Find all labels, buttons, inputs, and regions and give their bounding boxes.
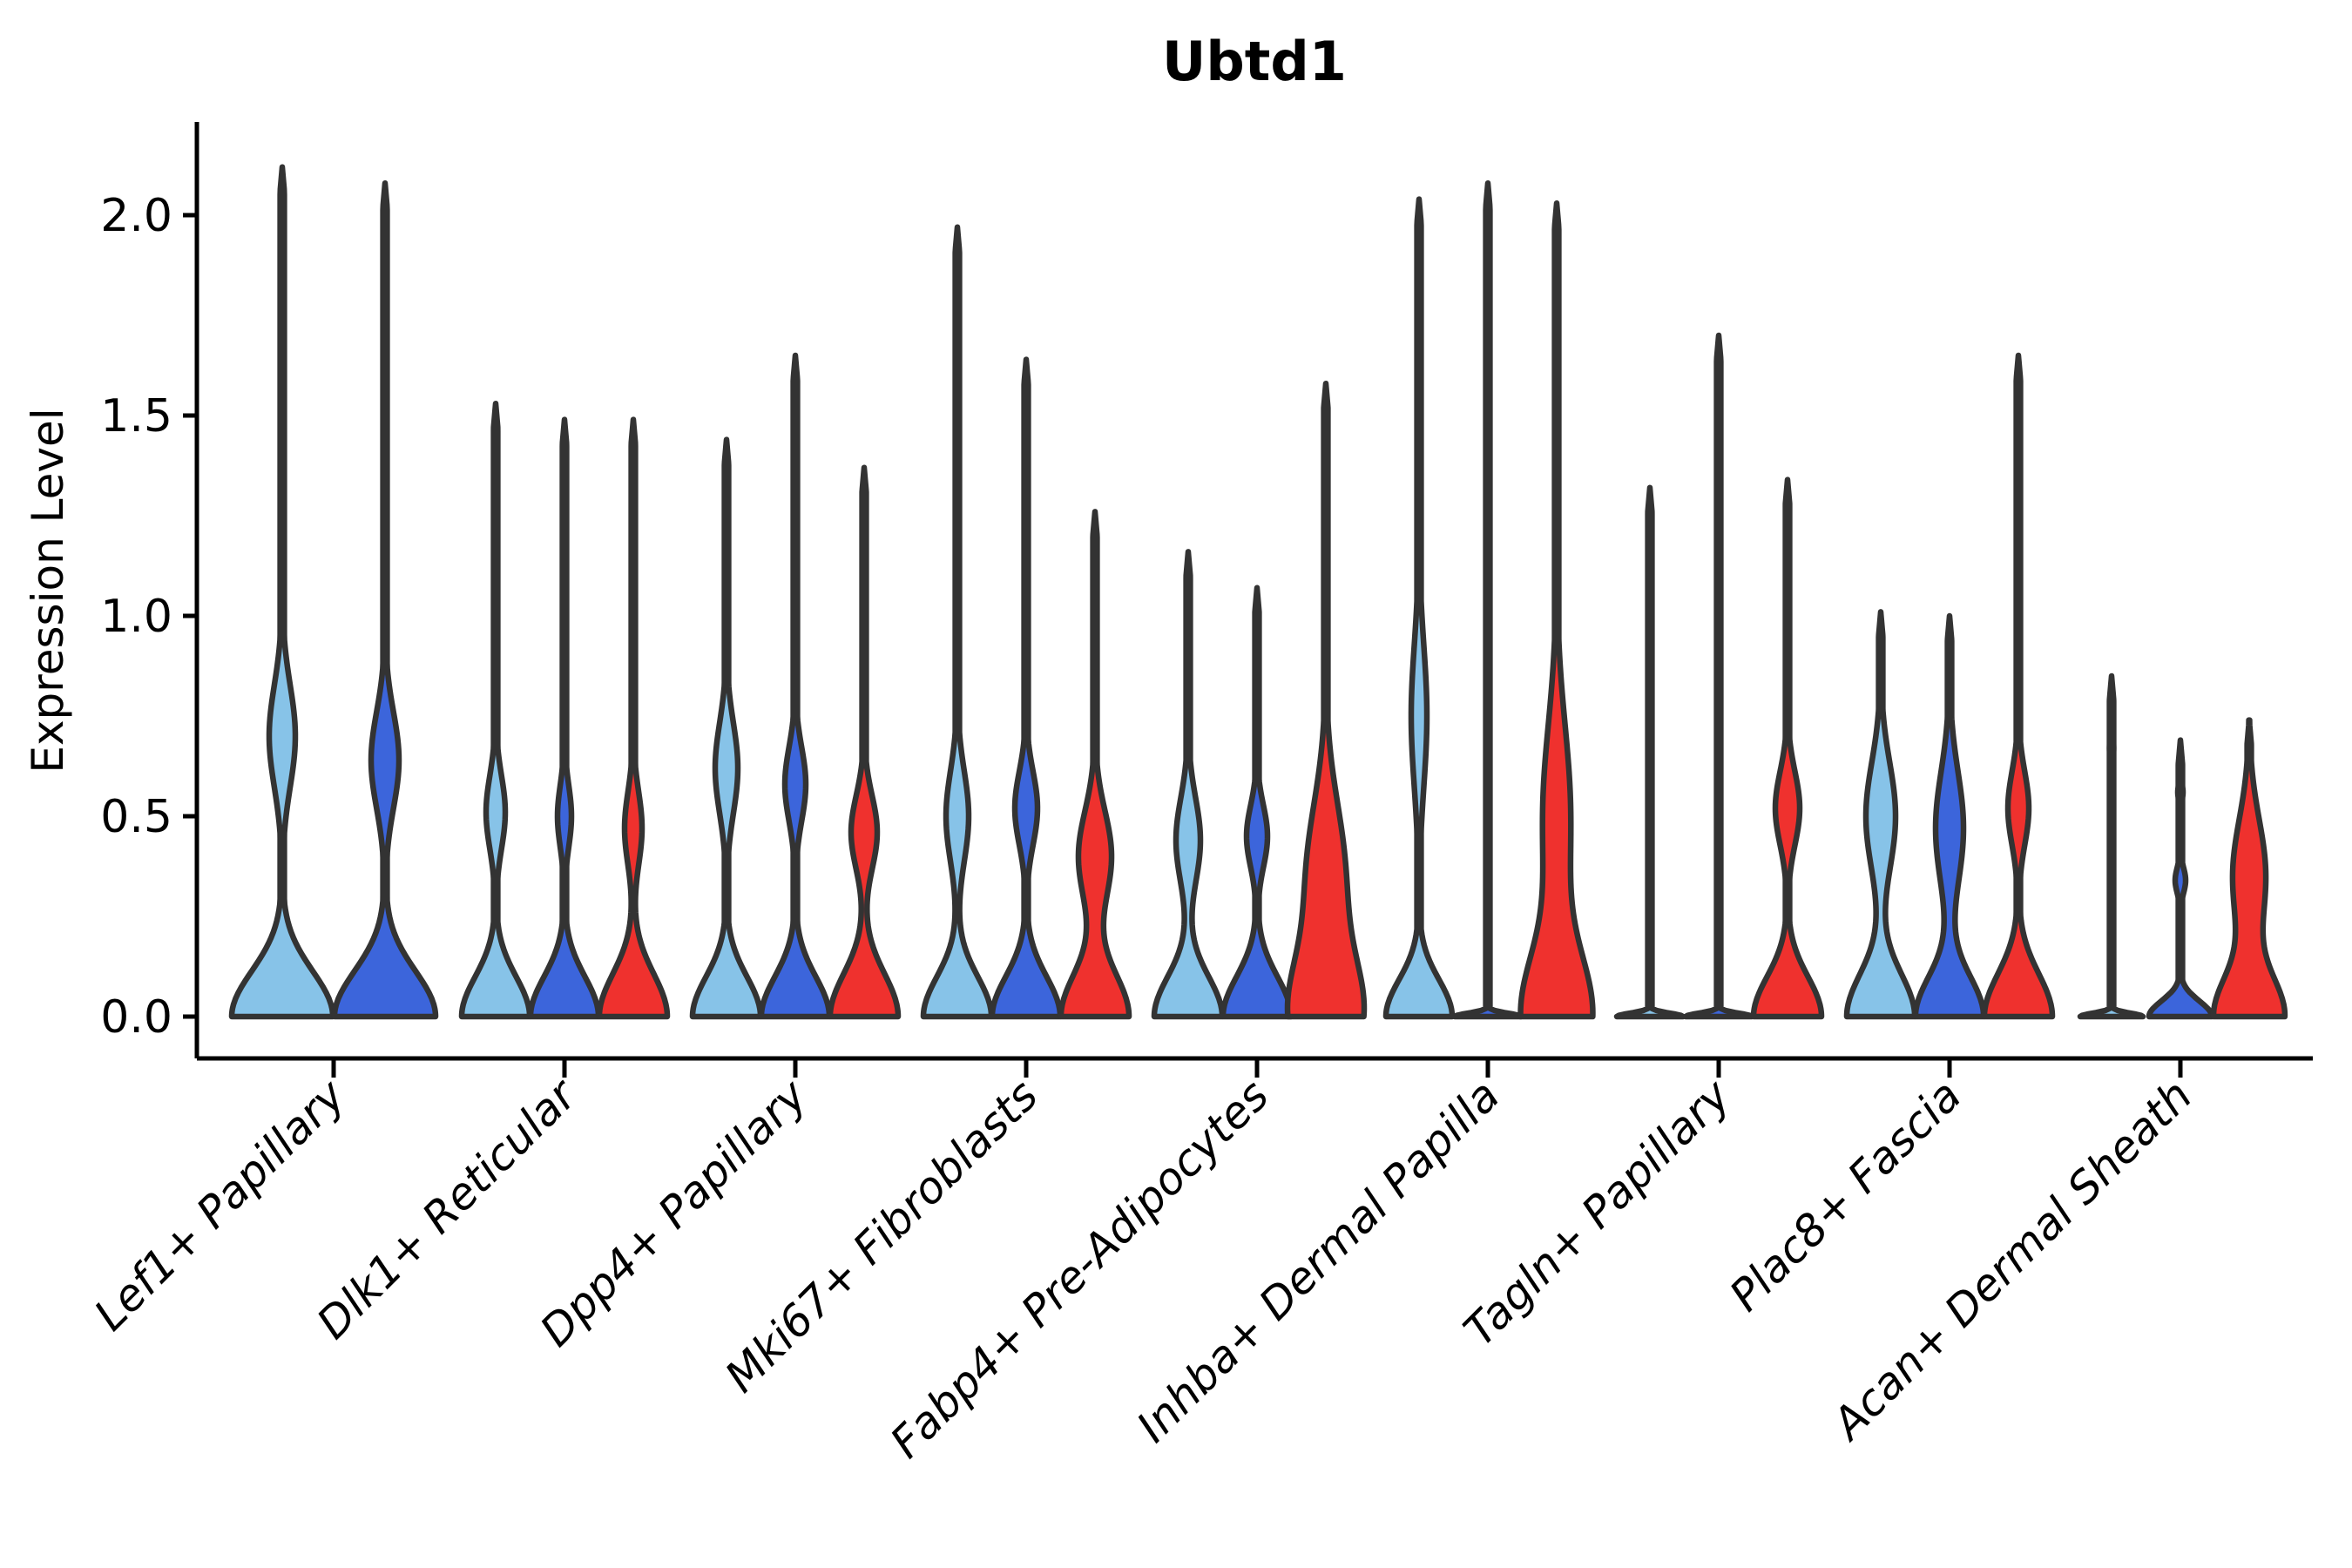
violin-acan-red [2210, 717, 2288, 1020]
violin-tagln-light_blue [1613, 484, 1686, 1020]
y-tick-label: 1.0 [100, 591, 172, 643]
violin-lef1-dark_blue [331, 179, 439, 1020]
violin-lef1-light_blue [228, 164, 336, 1020]
violin-dlk1-red [596, 416, 671, 1020]
violin-dpp4-red [827, 464, 902, 1020]
x-tick-label: Fabp4+ Pre-Adipocytes [881, 1070, 1279, 1468]
axes [183, 122, 2313, 1078]
violin-dlk1-light_blue [458, 400, 533, 1020]
violin-plac8-light_blue [1843, 609, 1918, 1020]
y-tick-label: 2.0 [100, 190, 172, 242]
violin-plac8-dark_blue [1912, 612, 1987, 1020]
plot-title: Ubtd1 [1162, 30, 1347, 93]
violin-fabp4-red [1284, 380, 1368, 1020]
y-axis-label: Expression Level [23, 408, 73, 773]
violin-tagln-red [1750, 476, 1825, 1020]
violin-fabp4-light_blue [1151, 549, 1226, 1020]
x-tick-label: Lef1+ Papillary [84, 1069, 355, 1340]
violin-mki67-red [1058, 509, 1132, 1020]
violin-dpp4-dark_blue [758, 352, 833, 1020]
violin-inhba-light_blue [1382, 196, 1456, 1020]
y-tick-label: 1.5 [100, 390, 172, 443]
violin-inhba-dark_blue [1451, 179, 1524, 1020]
x-tick-label: Plac8+ Fascia [1720, 1070, 1971, 1321]
violin-acan-dark_blue [2146, 737, 2215, 1020]
violin-dlk1-dark_blue [527, 416, 602, 1020]
violin-inhba-red [1517, 199, 1596, 1020]
violins [228, 164, 2288, 1020]
violin-fabp4-dark_blue [1220, 585, 1294, 1020]
violin-acan-light_blue [2077, 672, 2146, 1020]
y-tick-label: 0.0 [100, 991, 172, 1044]
violin-dpp4-light_blue [689, 436, 764, 1020]
violin-tagln-dark_blue [1682, 332, 1755, 1020]
violin-plac8-red [1981, 352, 2056, 1020]
violin-mki67-dark_blue [989, 356, 1064, 1020]
violin-mki67-light_blue [920, 224, 995, 1020]
y-tick-label: 0.5 [100, 791, 172, 843]
